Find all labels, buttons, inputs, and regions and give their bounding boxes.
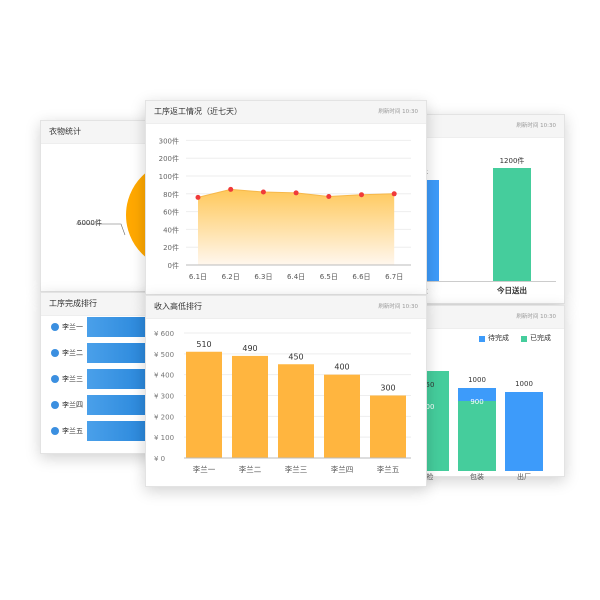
bar-value-label: 400: [334, 363, 349, 372]
x-tick-label: 李兰四: [331, 464, 354, 474]
x-tick-label: 李兰三: [285, 464, 308, 474]
y-tick-label: ¥ 300: [154, 393, 174, 401]
y-tick-label: ¥ 400: [154, 372, 174, 380]
update-time: 刷新时间 10:30: [516, 314, 556, 320]
x-tick-label: 李兰一: [193, 464, 216, 474]
rank-name: 李兰二: [62, 349, 83, 357]
avatar-icon: [51, 375, 59, 383]
avatar-icon: [51, 427, 59, 435]
done-bar: [458, 401, 496, 471]
pending-bar: [505, 392, 543, 471]
income-card: 收入高低排行 刷新时间 10:30 ¥ 0 ¥ 100 ¥ 200 ¥ 300 ¥ 400…: [145, 295, 427, 487]
donut-leader: [76, 223, 126, 236]
update-time: 刷新时间 10:30: [516, 123, 556, 129]
bar-value-label: 510: [196, 340, 211, 349]
data-point: [359, 192, 364, 198]
rank-name: 李兰一: [62, 323, 83, 331]
y-tick-label: 0件: [168, 261, 179, 270]
data-point: [326, 193, 332, 199]
rank-row: 李兰四: [51, 395, 83, 415]
process-card: 刷新时间 10:30 待完成 已完成 50 00 检 1000 900 包装 1000 出厂: [411, 305, 565, 481]
x-tick-label: 李兰二: [239, 464, 262, 474]
bar: [186, 351, 222, 458]
update-time: 刷新时间 10:30: [378, 109, 418, 115]
rank-row: 李兰二: [51, 343, 83, 363]
donut-chart: [76, 160, 236, 270]
bar: [232, 355, 268, 458]
y-tick-label: ¥ 600: [154, 330, 174, 338]
x-tick-label: 6.6日: [352, 273, 370, 281]
donut-label: 6000件: [77, 219, 102, 227]
bar-value-label: 300: [380, 384, 395, 393]
legend-label: 已完成: [530, 334, 551, 342]
x-tick-label: 6.4日: [287, 273, 305, 281]
category-label: 检: [426, 473, 434, 481]
y-tick-label: 100件: [159, 172, 179, 181]
today-card: 刷新时间 10:30 00件数量1200件今日送出: [401, 114, 565, 304]
y-tick-label: 60件: [163, 208, 179, 217]
y-tick-label: 20件: [163, 243, 179, 252]
x-tick-label: 6.7日: [385, 273, 403, 281]
total-label: 1000: [468, 376, 486, 384]
data-point: [260, 189, 266, 195]
today-bar: [493, 168, 531, 281]
card-title: 衣物统计: [41, 121, 161, 144]
today-value: 1200件: [499, 157, 525, 165]
rank-row: 李兰三: [51, 369, 83, 389]
clothing-card: 衣物统计 6000件: [40, 120, 236, 292]
y-tick-label: ¥ 100: [154, 434, 174, 442]
x-tick-label: 6.5日: [320, 273, 338, 281]
rank-name: 李兰四: [62, 401, 83, 409]
data-point: [228, 186, 234, 192]
rank-name: 李兰五: [62, 427, 83, 435]
total-label: 1000: [515, 380, 533, 388]
total-label: 50: [425, 381, 435, 389]
card-title: 工序完成排行: [41, 293, 161, 316]
y-tick-label: 80件: [163, 190, 179, 199]
today-label: 今日送出: [497, 286, 527, 295]
bar: [370, 395, 406, 458]
data-point: [195, 194, 201, 200]
legend-label: 待完成: [488, 334, 509, 342]
rank-row: 李兰五: [51, 421, 83, 441]
x-tick-label: 6.1日: [189, 273, 207, 281]
rank-name: 李兰三: [62, 375, 83, 383]
y-tick-label: 40件: [163, 225, 179, 234]
x-tick-label: 6.2日: [222, 273, 240, 281]
y-tick-label: 200件: [159, 154, 179, 163]
card-title: 收入高低排行: [154, 302, 202, 311]
avatar-icon: [51, 401, 59, 409]
card-title: 工序返工情况（近七天）: [154, 107, 242, 116]
bar-value-label: 490: [242, 344, 257, 353]
bar: [324, 374, 360, 458]
income-bar-chart: ¥ 0 ¥ 100 ¥ 200 ¥ 300 ¥ 400 ¥ 500 ¥ 600 510 李兰一 4…: [154, 330, 411, 474]
bar: [278, 364, 314, 458]
y-tick-label: ¥ 200: [154, 413, 174, 421]
x-tick-label: 6.3日: [254, 273, 272, 281]
legend-swatch: [479, 336, 485, 342]
rank-row: 李兰一: [51, 317, 83, 337]
bar-value-label: 450: [288, 352, 303, 361]
y-tick-label: ¥ 0: [154, 455, 165, 463]
avatar-icon: [51, 323, 59, 331]
data-point: [293, 190, 299, 196]
data-point: [391, 191, 397, 197]
category-label: 包装: [470, 473, 484, 481]
x-tick-label: 李兰五: [377, 464, 400, 474]
done-label: 00: [425, 403, 435, 411]
y-tick-label: ¥ 500: [154, 351, 174, 359]
x-axis: [421, 281, 556, 282]
area-fill: [198, 189, 395, 265]
ranking-card: 工序完成排行 李兰一李兰二李兰三李兰四李兰五: [40, 292, 167, 454]
rework-area-chart: 0件 20件 40件 60件 80件 100件 200件 300件 6.1日 6.2日 6.3日 6.…: [159, 136, 411, 281]
category-label: 出厂: [517, 473, 531, 481]
legend-swatch: [521, 336, 527, 342]
rework-card: 工序返工情况（近七天） 刷新时间 10:30 0件 20件 40件 60件 80件 100件…: [145, 100, 427, 295]
avatar-icon: [51, 349, 59, 357]
y-tick-label: 300件: [159, 136, 179, 145]
update-time: 刷新时间 10:30: [378, 304, 418, 310]
done-label: 900: [470, 398, 484, 406]
